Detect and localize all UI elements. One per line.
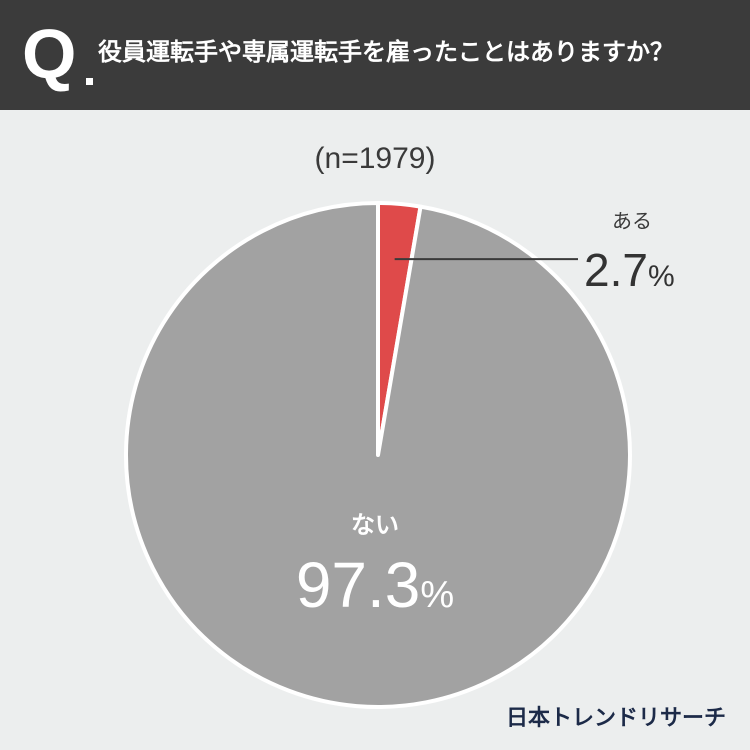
question-text: 役員運転手や専属運転手を雇ったことはありますか？ <box>98 38 674 66</box>
question-header: Q 役員運転手や専属運転手を雇ったことはありますか？ <box>0 0 750 110</box>
value-no-percent: % <box>420 574 455 616</box>
value-yes-percent: % <box>647 260 675 293</box>
value-yes-number: 2.7 <box>584 244 648 296</box>
sample-size: (n=1979) <box>314 142 436 175</box>
q-dot-decoration <box>86 78 93 85</box>
slice-label-no: ない <box>351 511 399 539</box>
brand-logo-text: 日本トレンドリサーチ <box>505 706 726 731</box>
slice-no <box>123 201 632 709</box>
value-no-number: 97.3 <box>295 549 421 621</box>
slice-label-yes: ある <box>612 209 652 233</box>
slice-value-yes: 2.7% <box>584 243 675 297</box>
slice-value-no: 97.3% <box>0 548 750 622</box>
q-mark: Q <box>22 15 77 93</box>
